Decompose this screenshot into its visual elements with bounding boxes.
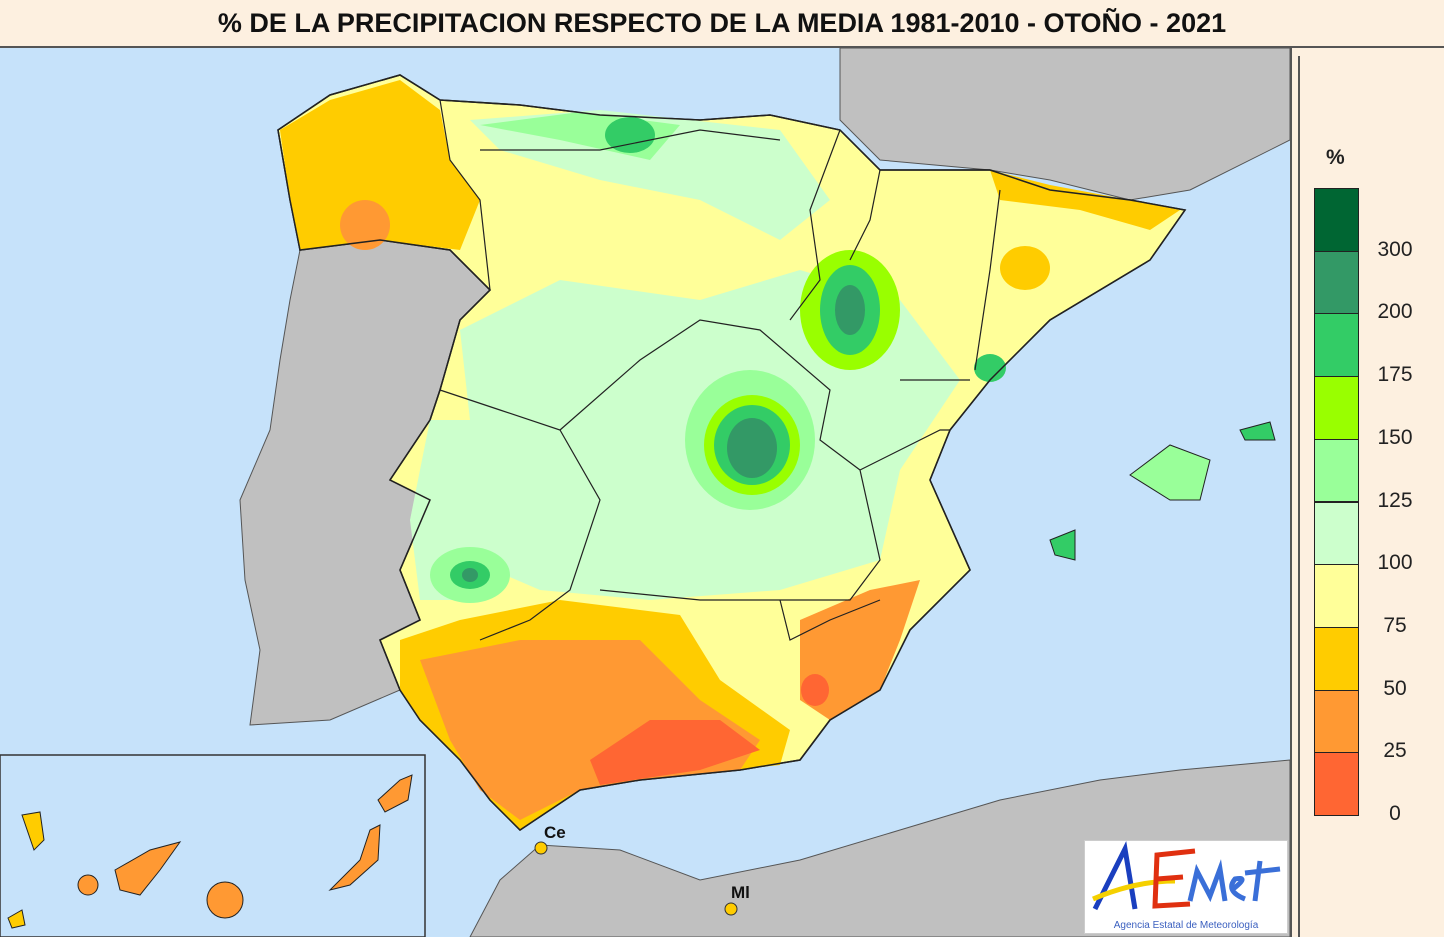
canary-islands bbox=[7, 774, 413, 929]
legend-swatch bbox=[1314, 376, 1359, 440]
france-land bbox=[839, 48, 1290, 201]
legend-swatch bbox=[1314, 313, 1359, 378]
legend-tick-label: 100 bbox=[1377, 551, 1413, 575]
ceuta-marker bbox=[534, 841, 548, 855]
legend-tick-label: 200 bbox=[1377, 300, 1413, 324]
aemet-logo-mark bbox=[1092, 841, 1281, 911]
precipitation-map bbox=[0, 48, 1292, 937]
legend-swatch bbox=[1314, 626, 1359, 691]
melilla-marker bbox=[724, 902, 738, 916]
legend-swatch bbox=[1314, 501, 1359, 566]
map-title: % DE LA PRECIPITACION RESPECTO DE LA MED… bbox=[0, 0, 1444, 48]
legend-swatch bbox=[1314, 188, 1359, 252]
balearic-islands bbox=[1049, 421, 1276, 561]
legend-swatch bbox=[1314, 438, 1359, 503]
aemet-logo: Agencia Estatal de Meteorología bbox=[1084, 840, 1288, 934]
legend-tick-label: 50 bbox=[1383, 676, 1407, 700]
legend-tick-label: 75 bbox=[1383, 613, 1407, 637]
legend-tick-label: 125 bbox=[1377, 488, 1413, 512]
melilla-label: Ml bbox=[731, 883, 750, 902]
legend-tick-label: 300 bbox=[1377, 237, 1413, 261]
aemet-logo-subtitle: Agencia Estatal de Meteorología bbox=[1113, 920, 1259, 931]
legend-tick-label: 175 bbox=[1377, 363, 1413, 387]
legend-swatch bbox=[1314, 250, 1359, 315]
precipitation-zones bbox=[280, 80, 1180, 830]
ceuta-label: Ce bbox=[544, 823, 566, 842]
legend-swatch bbox=[1314, 752, 1359, 816]
spain-outline bbox=[277, 74, 1187, 831]
legend-tick-label: 25 bbox=[1383, 739, 1407, 763]
region-borders bbox=[439, 99, 1001, 641]
legend-tick-label: 150 bbox=[1377, 425, 1413, 449]
legend-swatch bbox=[1314, 689, 1359, 754]
legend-tick-label: 0 bbox=[1389, 802, 1401, 825]
legend-unit: % bbox=[1326, 146, 1345, 169]
legend-swatch bbox=[1314, 564, 1359, 628]
